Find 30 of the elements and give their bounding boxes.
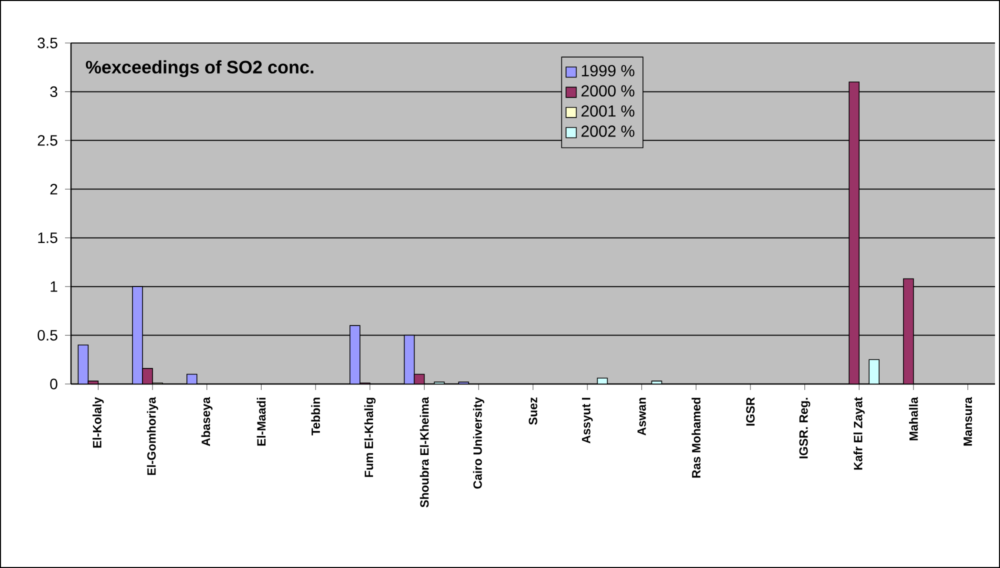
- y-tick-label: 0: [50, 378, 58, 390]
- text: %exceedings of SO2 conc.: [86, 60, 314, 78]
- y-tick-label: 0.5: [38, 330, 58, 341]
- x-tick-label: Shoubra El-Kheima: [420, 397, 429, 508]
- y-tick-label: 3: [50, 86, 58, 98]
- y-tick-label: 2: [50, 184, 58, 194]
- x-tick-label: Mahalla: [909, 396, 918, 440]
- x-tick-label: El-Maadi: [256, 398, 266, 446]
- legend-label: 1999 %: [582, 65, 634, 76]
- y-tick-label: 1.5: [38, 232, 58, 244]
- x-tick-label: Cairo University: [473, 397, 484, 489]
- x-tick-label: IGSR. Reg.: [799, 398, 810, 458]
- y-tick-label: 1: [50, 281, 58, 292]
- x-tick-label: Abaseya: [201, 397, 212, 446]
- x-tick-label: Tebbin: [311, 398, 320, 436]
- x-tick-label: El-Kolaly: [92, 397, 104, 448]
- legend-label: 2001 %: [582, 105, 634, 117]
- x-tick-label: Fum El-Khalig: [364, 398, 376, 477]
- x-tick-label: Assyut I: [582, 398, 593, 444]
- legend-label: 2002 %: [582, 126, 634, 137]
- x-tick-label: Aswan: [638, 398, 646, 436]
- x-tick-label: IGSR: [746, 397, 755, 426]
- y-tick-label: 2.5: [38, 135, 58, 146]
- y-tick-label: 3.5: [38, 38, 58, 48]
- legend-label: 2000 %: [582, 85, 634, 97]
- x-tick-label: Kafr El Zayat: [854, 397, 865, 470]
- x-tick-label: El-Gomhoriya: [146, 396, 158, 475]
- x-tick-label: Ras Mohamed: [692, 398, 700, 478]
- x-tick-label: Mansura: [964, 397, 972, 446]
- x-tick-label: Suez: [528, 397, 538, 425]
